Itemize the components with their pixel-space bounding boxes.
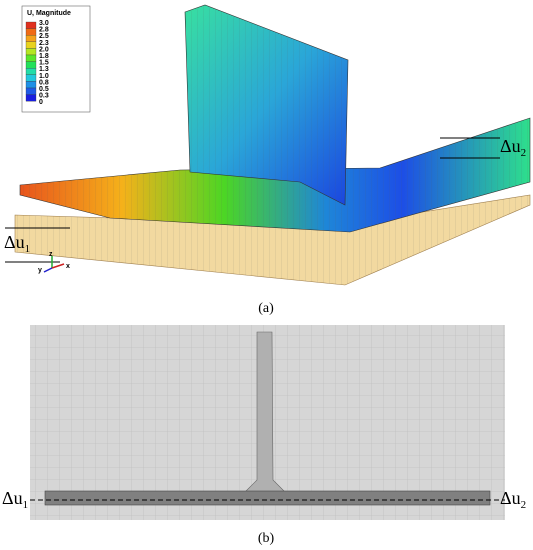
legend-swatch [25, 48, 37, 56]
triad-label: x [66, 263, 70, 270]
legend-swatch [25, 28, 37, 36]
legend-value: 1.5 [39, 60, 49, 67]
legend-value: 2.5 [39, 33, 49, 40]
legend-swatch [25, 68, 37, 75]
legend-value: 3.0 [39, 20, 49, 27]
legend-swatch [25, 41, 37, 49]
legend-value: 1.8 [39, 53, 49, 60]
delta-sub: 1 [25, 243, 31, 255]
legend-value: 2.0 [39, 46, 49, 53]
delta-sub: 2 [521, 499, 527, 511]
legend-swatch [25, 54, 37, 62]
legend-swatch [25, 94, 37, 102]
caption: (a) [258, 301, 274, 316]
delta-main: Δu [500, 488, 521, 508]
fem-model: z y x [5, 4, 531, 286]
delta-label: Δu1 [2, 488, 28, 511]
delta-main: Δu [2, 488, 23, 508]
delta-sub: 1 [23, 499, 29, 511]
delta-sub: 2 [521, 147, 527, 159]
legend-title: U, Magnitude [27, 10, 71, 17]
legend-swatch [25, 87, 37, 95]
legend-swatch [25, 21, 37, 29]
caption: (b) [258, 531, 275, 546]
legend: 3.02.82.52.32.01.81.51.31.00.80.50.30 [25, 20, 49, 106]
legend-swatch [25, 35, 37, 42]
delta-label: Δu2 [500, 488, 526, 511]
legend-value: 0.3 [39, 93, 49, 100]
legend-value: 2.8 [39, 27, 49, 34]
legend-swatch [25, 81, 37, 89]
web-mesh [185, 5, 348, 205]
legend-value: 0.5 [39, 86, 49, 93]
legend-value: 1.0 [39, 73, 49, 80]
triad-label: y [38, 267, 42, 274]
t-flange [44, 490, 491, 506]
delta-main: Δu [4, 232, 25, 252]
delta-main: Δu [500, 136, 521, 156]
legend-value: 0 [39, 99, 43, 106]
triad-axis [43, 267, 53, 273]
legend-swatch [25, 61, 37, 69]
delta-label: Δu1 [4, 232, 30, 255]
legend-value: 0.8 [39, 79, 49, 86]
triad-axis [51, 263, 65, 269]
delta-label: Δu2 [500, 136, 526, 159]
triad-label: z [49, 251, 53, 258]
legend-swatch [25, 74, 37, 82]
legend-value: 2.3 [39, 40, 49, 47]
legend-value: 1.3 [39, 66, 49, 73]
